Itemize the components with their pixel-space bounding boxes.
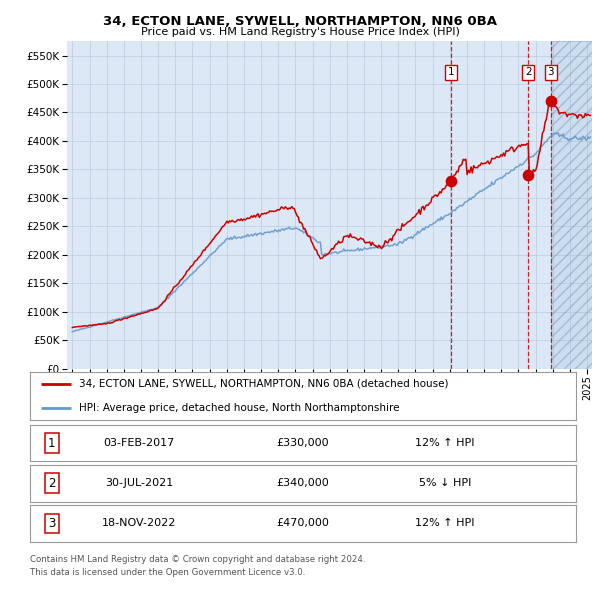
Text: 1: 1 xyxy=(48,437,56,450)
Text: £340,000: £340,000 xyxy=(277,478,329,488)
Bar xyxy=(551,41,600,369)
Text: Contains HM Land Registry data © Crown copyright and database right 2024.: Contains HM Land Registry data © Crown c… xyxy=(30,555,365,563)
Text: £330,000: £330,000 xyxy=(277,438,329,448)
Text: 34, ECTON LANE, SYWELL, NORTHAMPTON, NN6 0BA (detached house): 34, ECTON LANE, SYWELL, NORTHAMPTON, NN6… xyxy=(79,379,449,389)
Text: 12% ↑ HPI: 12% ↑ HPI xyxy=(415,438,475,448)
Point xyxy=(524,171,533,180)
Text: This data is licensed under the Open Government Licence v3.0.: This data is licensed under the Open Gov… xyxy=(30,568,305,576)
Text: 5% ↓ HPI: 5% ↓ HPI xyxy=(419,478,471,488)
Text: 30-JUL-2021: 30-JUL-2021 xyxy=(105,478,173,488)
Text: HPI: Average price, detached house, North Northamptonshire: HPI: Average price, detached house, Nort… xyxy=(79,403,400,413)
Text: 18-NOV-2022: 18-NOV-2022 xyxy=(102,519,176,528)
Point xyxy=(446,176,456,185)
Text: £470,000: £470,000 xyxy=(277,519,329,528)
Text: 1: 1 xyxy=(448,67,455,77)
Point xyxy=(546,96,556,106)
Text: 34, ECTON LANE, SYWELL, NORTHAMPTON, NN6 0BA: 34, ECTON LANE, SYWELL, NORTHAMPTON, NN6… xyxy=(103,15,497,28)
Text: 12% ↑ HPI: 12% ↑ HPI xyxy=(415,519,475,528)
Bar xyxy=(551,41,600,369)
Text: Price paid vs. HM Land Registry's House Price Index (HPI): Price paid vs. HM Land Registry's House … xyxy=(140,27,460,37)
Text: 2: 2 xyxy=(525,67,532,77)
Text: 2: 2 xyxy=(48,477,56,490)
Text: 3: 3 xyxy=(48,517,56,530)
Text: 03-FEB-2017: 03-FEB-2017 xyxy=(104,438,175,448)
Text: 3: 3 xyxy=(547,67,554,77)
